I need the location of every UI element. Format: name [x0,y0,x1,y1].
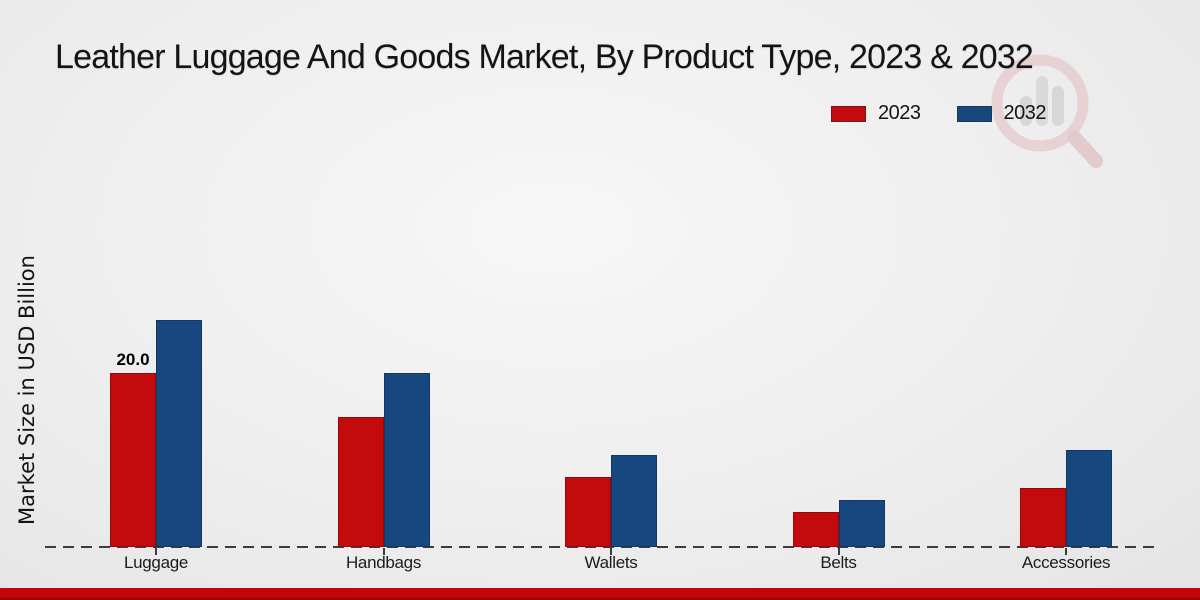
x-axis-tick-wallets [610,548,612,555]
footer-accent-bar [0,588,1200,600]
x-axis-tick-handbags [382,548,385,555]
x-axis-baseline [45,546,1158,548]
bar-2032-luggage [156,319,202,547]
legend: 2023 2032 [831,102,1046,125]
x-axis-tick-luggage [155,548,157,555]
x-axis-tick-accessories [1065,548,1067,555]
category-label-belts: Belts [820,553,857,572]
category-label-accessories: Accessories [1021,553,1111,572]
bar-2023-accessories [1020,487,1066,547]
legend-swatch-2023 [831,105,866,122]
bar-2032-belts [838,500,885,547]
bar-2023-belts [792,512,839,547]
bar-value-label-luggage: 20.0 [116,350,150,369]
x-axis-tick-belts [837,548,840,555]
legend-label-2032: 2032 [1003,102,1047,124]
bar-2023-handbags [337,416,384,547]
legend-label-2023: 2023 [878,102,921,124]
chart-title: Leather Luggage And Goods Market, By Pro… [55,38,1034,76]
bar-2032-handbags [383,373,430,547]
legend-item-2032: 2032 [956,102,1047,125]
category-label-luggage: Luggage [123,553,189,572]
bar-2032-wallets [611,454,657,547]
category-label-wallets: Wallets [584,553,638,572]
bar-2023-wallets [565,477,611,547]
legend-item-2023: 2023 [831,102,921,125]
bar-2023-luggage [110,373,156,547]
magnifier-bar-chart-watermark-icon [991,54,1103,168]
bar-2032-accessories [1066,450,1112,547]
legend-swatch-2032 [956,105,992,122]
category-label-handbags: Handbags [345,553,422,572]
